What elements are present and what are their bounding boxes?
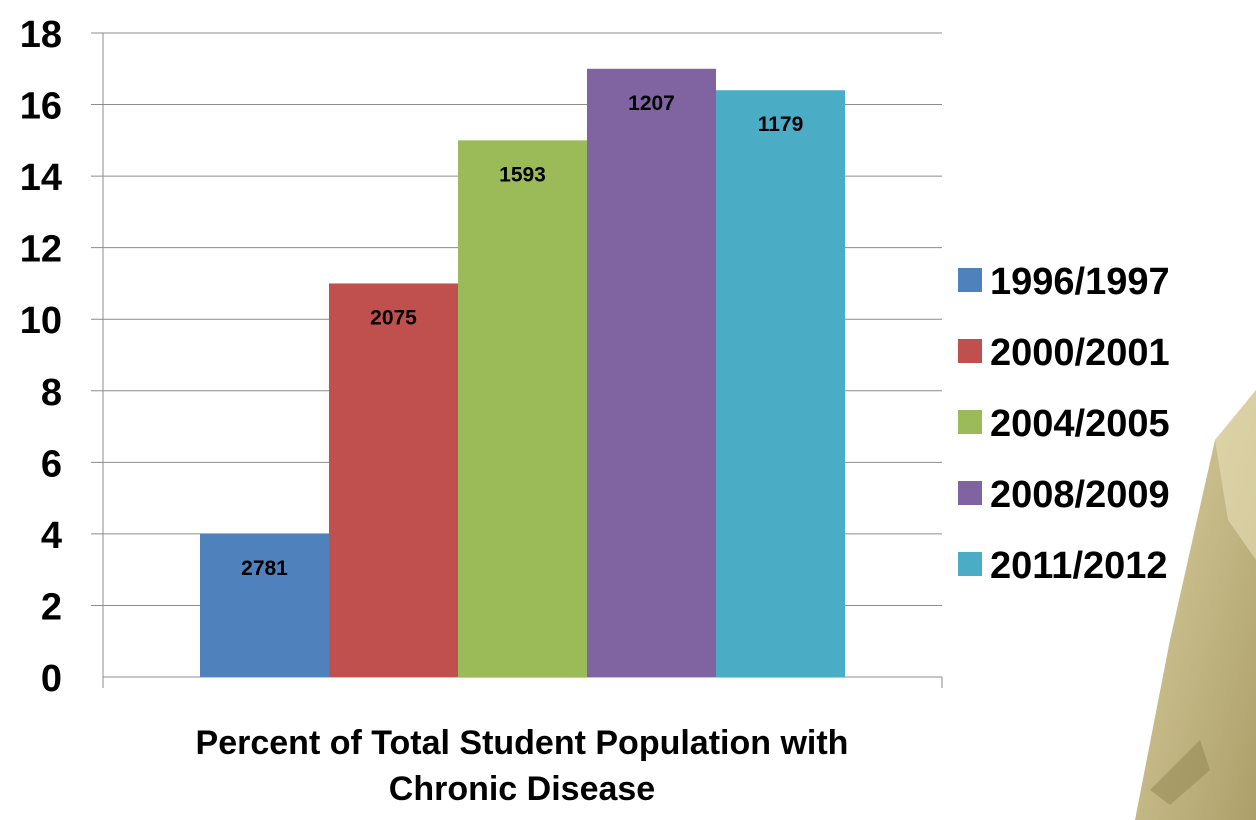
y-tick-label: 14 [20, 157, 62, 199]
bar-2011-2012 [716, 90, 845, 677]
legend-swatch [958, 552, 982, 576]
y-tick-label: 2 [41, 586, 62, 628]
legend-label: 2008/2009 [990, 474, 1170, 516]
y-tick-label: 8 [41, 372, 62, 414]
y-tick-label: 6 [41, 443, 62, 485]
bar-1996-1997 [200, 533, 329, 677]
data-label: 2075 [370, 306, 417, 329]
bars [200, 68, 845, 678]
data-labels: 2781 2075 1593 1207 1179 [241, 92, 803, 580]
data-label: 1179 [758, 113, 804, 136]
y-tick-label: 4 [41, 515, 62, 557]
bar-2008-2009 [587, 68, 716, 678]
legend-swatch [958, 481, 982, 505]
y-tick-label: 12 [20, 229, 62, 271]
legend-label: 2011/2012 [990, 545, 1168, 587]
bar-2004-2005 [458, 140, 587, 678]
legend-swatch [958, 268, 982, 292]
legend-label: 2000/2001 [990, 332, 1170, 374]
y-tick-labels: 0 2 4 6 8 10 12 14 16 18 [20, 14, 62, 700]
legend-label: 2004/2005 [990, 403, 1170, 445]
legend-label: 1996/1997 [990, 261, 1170, 303]
bar-2000-2001 [329, 283, 458, 677]
legend-swatch [958, 410, 982, 434]
category-label-line-2: Chronic Disease [389, 770, 655, 808]
legend-swatch [958, 339, 982, 363]
y-tick-label: 16 [20, 86, 62, 128]
legend: 1996/1997 2000/2001 2004/2005 2008/2009 2011… [958, 261, 1170, 587]
data-label: 1593 [499, 163, 546, 186]
y-tick-label: 0 [41, 658, 62, 700]
y-tick-label: 18 [20, 14, 62, 56]
data-label: 2781 [241, 557, 288, 580]
category-label-line-1: Percent of Total Student Population with [196, 724, 849, 762]
data-label: 1207 [628, 92, 675, 115]
y-tick-label: 10 [20, 300, 62, 342]
